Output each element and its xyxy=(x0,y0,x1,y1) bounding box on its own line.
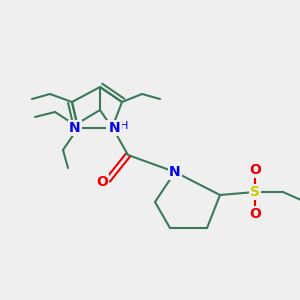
Text: N: N xyxy=(107,121,119,135)
Text: O: O xyxy=(96,175,108,189)
Text: O: O xyxy=(249,207,261,221)
Text: N: N xyxy=(109,121,121,135)
Text: S: S xyxy=(250,185,260,199)
Text: O: O xyxy=(249,163,261,177)
Text: H: H xyxy=(120,121,128,131)
Text: N: N xyxy=(169,165,181,179)
Text: N: N xyxy=(69,121,81,135)
